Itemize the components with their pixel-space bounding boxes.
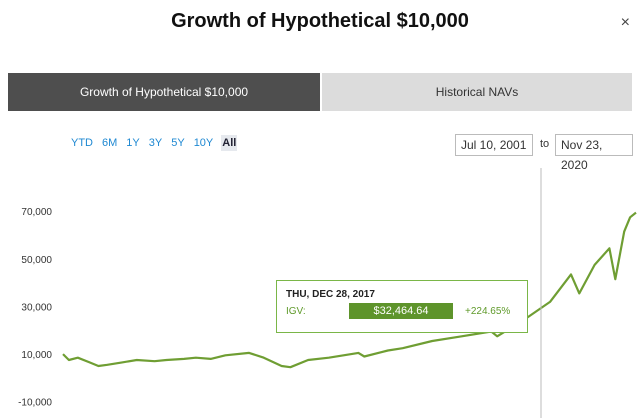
- range-button[interactable]: 6M: [102, 137, 118, 149]
- y-tick-label: 50,000: [21, 255, 52, 266]
- tooltip-value: $32,464.64: [349, 303, 453, 319]
- y-tick-label: 70,000: [21, 207, 52, 218]
- title: Growth of Hypothetical $10,000: [171, 10, 469, 32]
- range-button[interactable]: All: [221, 135, 238, 151]
- tooltip-date: THU, DEC 28, 2017: [286, 289, 375, 300]
- range-button[interactable]: 1Y: [126, 137, 140, 149]
- range-buttons: YTD 6M 1Y 3Y 5Y 10Y All: [70, 135, 244, 151]
- tooltip-label: IGV:: [286, 306, 306, 317]
- range-button[interactable]: 3Y: [148, 137, 163, 149]
- range-button[interactable]: 5Y: [171, 137, 185, 149]
- date-input[interactable]: Nov 23, 2020: [555, 134, 633, 172]
- y-tick-label: 30,000: [21, 302, 52, 313]
- range-button[interactable]: YTD: [71, 137, 93, 149]
- close-button[interactable]: ×: [620, 14, 630, 31]
- tab[interactable]: Growth of Hypothetical $10,000: [8, 73, 320, 111]
- tab[interactable]: Historical NAVs: [322, 73, 632, 111]
- date-separator: to: [540, 138, 550, 150]
- tooltip-change: +224.65%: [465, 306, 511, 317]
- line: [62, 211, 637, 369]
- range-button[interactable]: 10Y: [193, 137, 214, 149]
- y-tick-label: -10,000: [18, 398, 52, 409]
- date-input[interactable]: Jul 10, 2001: [455, 134, 533, 156]
- y-tick-label: 10,000: [21, 350, 52, 361]
- tooltip: THU, DEC 28, 2017 IGV: $32,464.64 +224.6…: [276, 280, 528, 333]
